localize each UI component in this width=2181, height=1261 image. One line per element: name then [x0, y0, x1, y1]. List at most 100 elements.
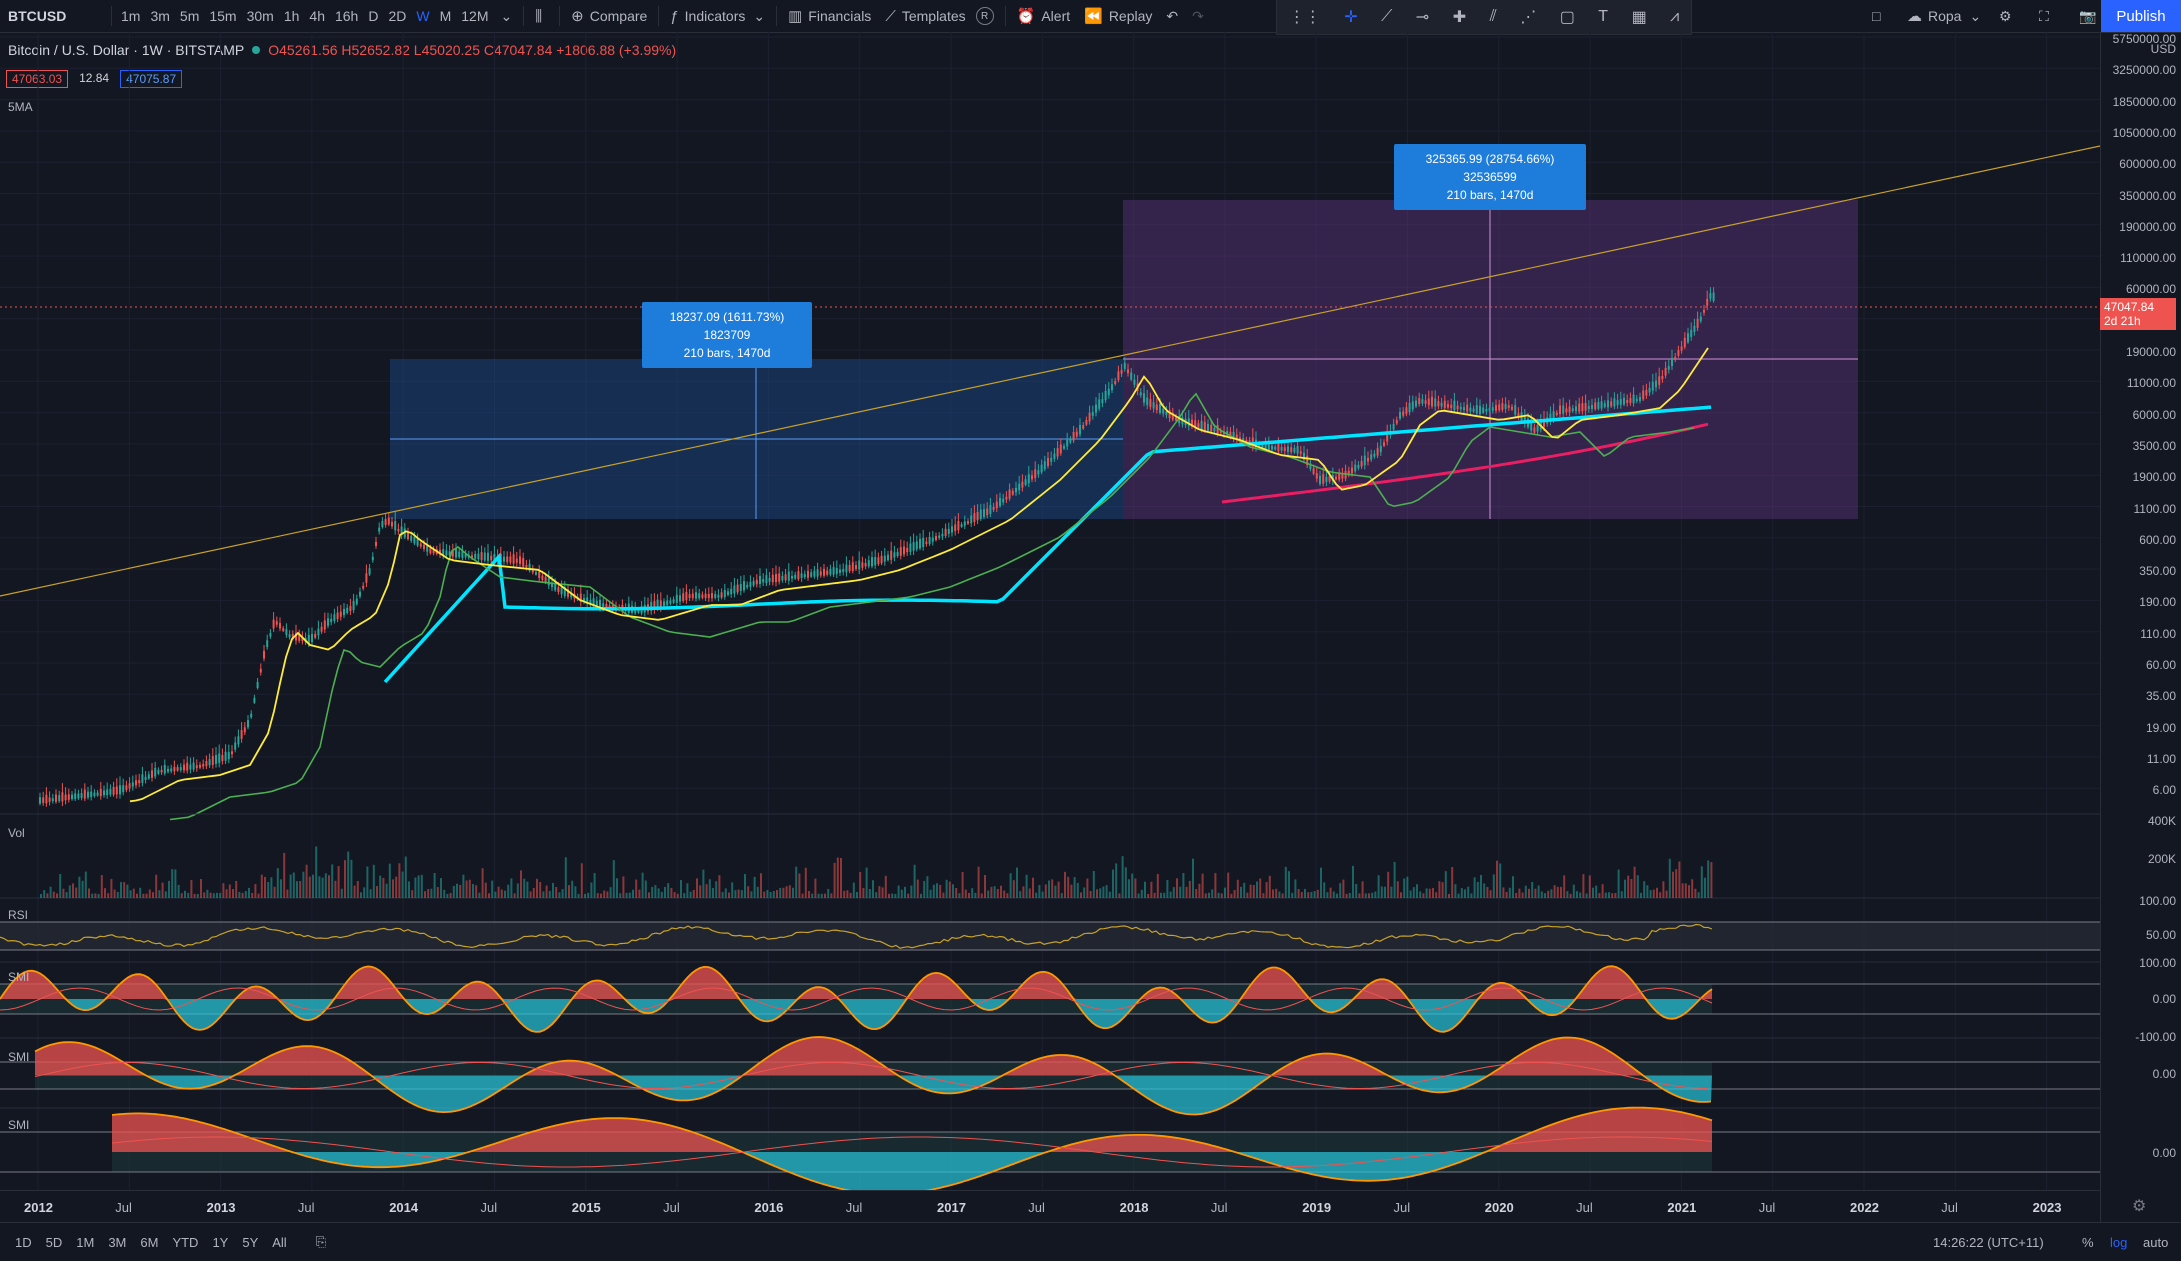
snapshot-button[interactable]: 📷 [2072, 0, 2103, 32]
main-chart-canvas[interactable] [0, 32, 2100, 1190]
candle-body [1194, 420, 1197, 428]
timeframe-dropdown-icon[interactable]: ⌄ [500, 7, 513, 24]
pitchfork-icon[interactable]: ⋰ [1520, 9, 1537, 26]
clock[interactable]: 14:26:22 (UTC+11) [1933, 1234, 2044, 1250]
layout-button[interactable]: ☁ Ropa ⌄ [1900, 0, 1988, 32]
symbol-title[interactable]: Bitcoin / U.S. Dollar · 1W · BITSTAMP [8, 42, 245, 58]
range-all[interactable]: All [272, 1234, 287, 1250]
candle-body [1306, 455, 1309, 466]
candle-body [1146, 397, 1149, 406]
volume-label[interactable]: Vol [8, 826, 25, 840]
candle-body [1501, 403, 1504, 411]
timeframe-30m[interactable]: 30m [246, 8, 274, 24]
price-axis[interactable]: USD 400K 200K 100.00 50.00 100.00 0.00 -… [2100, 32, 2181, 1222]
time-axis[interactable]: 2012 Jul 2013 Jul 2014 Jul 2015 Jul 2016 Jul 2017 J… [0, 1190, 2100, 1223]
timeframe-d[interactable]: D [368, 8, 379, 24]
range-1d[interactable]: 1D [15, 1234, 32, 1250]
range-ytd[interactable]: YTD [172, 1234, 199, 1250]
axis-settings-gear-icon[interactable]: ⚙ [2132, 1198, 2147, 1215]
templates-button[interactable]: ⟋ Templates R [878, 0, 1000, 32]
goto-date-icon[interactable]: ⎘ [315, 1234, 327, 1249]
financials-button[interactable]: ▥ Financials [781, 0, 878, 32]
replay-button[interactable]: ⏪ Replay [1077, 0, 1159, 32]
percent-toggle[interactable]: % [2082, 1234, 2094, 1250]
candle-body [813, 570, 816, 577]
rectangle-icon[interactable]: ▢ [1559, 9, 1575, 26]
candle-body [1047, 457, 1049, 467]
volume-bar [1028, 888, 1031, 898]
chart-type-button[interactable]: ⫼ [528, 0, 555, 32]
range-6m[interactable]: 6M [140, 1234, 159, 1250]
auto-toggle[interactable]: auto [2143, 1234, 2169, 1250]
smi-label-3[interactable]: SMI [8, 1118, 30, 1132]
symbol-search[interactable]: BTCUSD [8, 8, 67, 24]
candle-body [211, 756, 214, 765]
cross-line-icon[interactable]: ✚ [1452, 9, 1467, 26]
volume-bar [1153, 892, 1156, 898]
trend-line-icon[interactable]: ⟋ [1381, 8, 1393, 25]
fullscreen-toggle-button[interactable]: □ [1865, 0, 1887, 32]
range-1m[interactable]: 1M [76, 1234, 95, 1250]
timeframe-2d[interactable]: 2D [388, 8, 407, 24]
parallel-channel-icon[interactable]: ⫽ [1489, 8, 1497, 25]
candle-body [890, 550, 893, 560]
candle-body [144, 776, 147, 781]
range-1y[interactable]: 1Y [212, 1234, 229, 1250]
timeframe-16h[interactable]: 16h [334, 8, 359, 24]
candle-body [1651, 381, 1654, 391]
timeframe-15m[interactable]: 15m [209, 8, 237, 24]
bid-badge[interactable]: 47063.03 [6, 70, 69, 88]
candle-body [1143, 393, 1145, 403]
volume-bar [1172, 887, 1175, 898]
publish-button[interactable]: Publish [2101, 0, 2181, 32]
compare-button[interactable]: ⊕ Compare [564, 0, 654, 32]
range-3m[interactable]: 3M [108, 1234, 127, 1250]
timeframe-5m[interactable]: 5m [179, 8, 200, 24]
pattern-icon[interactable]: ⩘ [1670, 8, 1680, 25]
ask-badge[interactable]: 47075.87 [120, 70, 183, 88]
horizontal-ray-icon[interactable]: ⊸ [1415, 9, 1430, 26]
candle-body [762, 579, 765, 583]
smi-label-1[interactable]: SMI [8, 970, 30, 984]
timeframe-m[interactable]: M [439, 8, 452, 24]
range-5d[interactable]: 5D [45, 1234, 63, 1250]
text-icon[interactable]: T [1598, 8, 1609, 25]
indicators-button[interactable]: ƒ Indicators ⌄ [663, 0, 772, 32]
grid-icon[interactable]: ▦ [1631, 9, 1647, 26]
volume-bar [900, 889, 903, 898]
timeframe-1h[interactable]: 1h [283, 8, 300, 24]
volume-bar [1179, 886, 1182, 898]
volume-bar [532, 887, 535, 898]
drawing-toolbar: ⋮⋮ ✛ ⟋ ⊸ ✚ ⫽ ⋰ ▢ T ▦ ⩘ [1276, 0, 1692, 35]
volume-bar [1240, 886, 1242, 898]
chevron-down-icon: ⌄ [1969, 7, 1982, 24]
undo-button[interactable]: ↶ [1159, 0, 1185, 32]
smi-label-2[interactable]: SMI [8, 1050, 30, 1064]
volume-bar [340, 888, 343, 898]
trend-line[interactable] [0, 145, 2100, 597]
rsi-label[interactable]: RSI [8, 908, 29, 922]
timeframe-w[interactable]: W [416, 8, 430, 24]
timeframe-1m[interactable]: 1m [121, 8, 141, 24]
fullscreen-button[interactable]: ⛶ [2032, 0, 2056, 32]
timeframe-3m[interactable]: 3m [150, 8, 170, 24]
alert-button[interactable]: ⏰ Alert [1010, 0, 1077, 32]
indicator-label-ma[interactable]: 5MA [8, 100, 33, 114]
volume-bar [411, 890, 414, 898]
candle-body [759, 576, 761, 584]
volume-bar [1262, 893, 1265, 898]
candle-body [1120, 369, 1123, 374]
settings-button[interactable]: ⚙ [1992, 0, 2019, 32]
drag-handle-icon[interactable]: ⋮⋮ [1288, 9, 1321, 26]
volume-bar [81, 880, 84, 898]
candle-body [93, 792, 96, 797]
candle-body [471, 555, 473, 558]
redo-button[interactable]: ↷ [1185, 0, 1211, 32]
range-5y[interactable]: 5Y [242, 1234, 259, 1250]
timeframe-4h[interactable]: 4h [309, 8, 325, 24]
volume-bar [1278, 891, 1281, 898]
log-toggle[interactable]: log [2110, 1234, 2128, 1250]
candle-body [1712, 292, 1715, 301]
crosshair-icon[interactable]: ✛ [1344, 9, 1358, 26]
timeframe-12m[interactable]: 12M [461, 8, 489, 24]
